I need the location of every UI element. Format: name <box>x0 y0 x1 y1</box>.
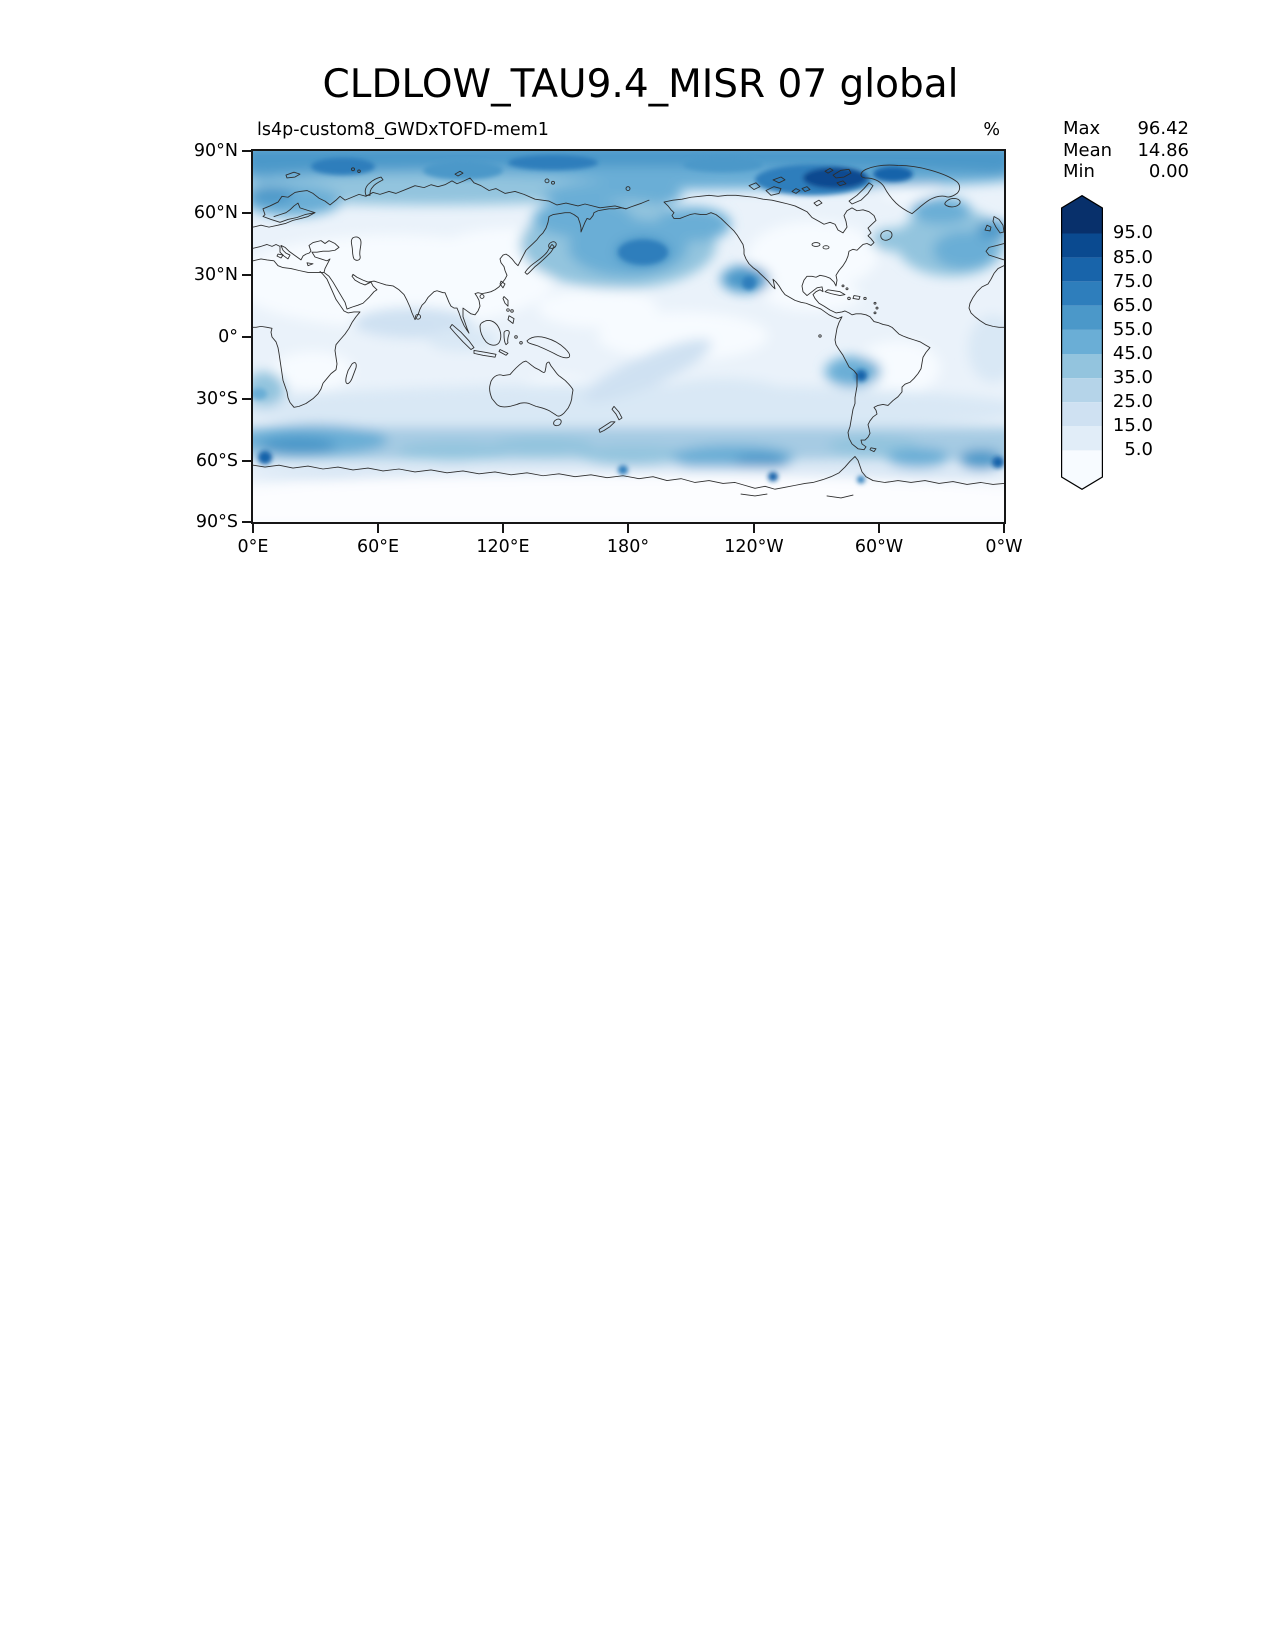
colorbar-segment <box>1061 477 1103 490</box>
x-axis-tick-label: 0°E <box>237 537 269 557</box>
y-axis-tick <box>242 212 251 214</box>
stat-max-label: Max <box>1063 118 1101 139</box>
x-axis-tick <box>377 524 379 533</box>
colorbar-tick-label: 35.0 <box>1112 367 1153 388</box>
stat-mean-label: Mean <box>1063 139 1113 161</box>
world-map-image <box>253 151 1004 522</box>
stat-min: Min 0.00 <box>1063 161 1189 183</box>
y-axis-tick <box>242 336 251 338</box>
y-axis-tick <box>242 398 251 400</box>
cloud-fraction-field <box>253 151 1004 522</box>
colorbar-outline <box>1061 195 1103 490</box>
colorbar-segment <box>1061 195 1103 234</box>
colorbar-tick-label: 5.0 <box>1124 439 1153 460</box>
x-axis-tick-label: 120°W <box>724 537 784 557</box>
x-axis-tick <box>878 524 880 533</box>
colorbar-tick-label: 45.0 <box>1112 343 1153 364</box>
y-axis-tick <box>242 460 251 462</box>
stat-max: Max 96.42 <box>1063 118 1189 140</box>
colorbar-segment <box>1061 450 1103 477</box>
stat-mean-value: 14.86 <box>1137 139 1189 161</box>
colorbar-tick-label: 55.0 <box>1112 319 1153 340</box>
run-label: ls4p-custom8_GWDxTOFD-mem1 <box>257 120 549 140</box>
y-axis-tick-label: 60°S <box>195 451 238 471</box>
stat-min-value: 0.00 <box>1148 161 1189 182</box>
coastlines-layer <box>253 164 1004 499</box>
x-axis-tick <box>627 524 629 533</box>
colorbar-segment <box>1061 233 1103 258</box>
x-axis-tick-label: 0°W <box>985 537 1023 557</box>
x-axis-tick <box>753 524 755 533</box>
y-axis-tick <box>242 521 251 523</box>
stats-block: Max 96.42 Mean 14.86 Min 0.00 <box>1063 118 1189 183</box>
colorbar-tick-label: 65.0 <box>1112 295 1153 316</box>
colorbar-segment <box>1061 402 1103 427</box>
x-axis-tick-label: 120°E <box>476 537 530 557</box>
y-axis-tick-label: 90°S <box>195 512 238 532</box>
y-axis-tick-label: 60°N <box>193 203 238 223</box>
colorbar-tick-label: 75.0 <box>1112 271 1153 292</box>
x-axis-tick-label: 180° <box>606 537 650 557</box>
colorbar-segment <box>1061 257 1103 282</box>
colorbar-segment <box>1061 305 1103 330</box>
stat-mean: Mean 14.86 <box>1063 140 1189 162</box>
x-axis-tick-label: 60°W <box>854 537 904 557</box>
colorbar-segment <box>1061 378 1103 403</box>
y-axis-tick-label: 90°N <box>193 141 238 161</box>
y-axis-tick <box>242 274 251 276</box>
y-axis-tick-label: 30°S <box>195 389 238 409</box>
colorbar-segment <box>1061 354 1103 379</box>
units-label: % <box>983 120 1000 140</box>
x-axis-tick-label: 60°E <box>356 537 400 557</box>
colorbar-tick-label: 95.0 <box>1112 222 1153 243</box>
colorbar <box>1061 195 1103 490</box>
x-axis-tick <box>502 524 504 533</box>
x-axis-tick <box>1003 524 1005 533</box>
stat-min-label: Min <box>1063 161 1095 182</box>
colorbar-segment <box>1061 426 1103 451</box>
plot-title: CLDLOW_TAU9.4_MISR 07 global <box>322 62 959 107</box>
x-axis-tick <box>252 524 254 533</box>
colorbar-segment <box>1061 281 1103 306</box>
colorbar-tick-label: 15.0 <box>1112 415 1153 436</box>
stat-max-value: 96.42 <box>1137 118 1189 139</box>
y-axis-tick-label: 30°N <box>193 265 238 285</box>
colorbar-segment <box>1061 329 1103 354</box>
colorbar-tick-label: 85.0 <box>1112 247 1153 268</box>
y-axis-tick <box>242 150 251 152</box>
y-axis-tick-label: 0° <box>218 327 238 347</box>
colorbar-tick-label: 25.0 <box>1112 391 1153 412</box>
